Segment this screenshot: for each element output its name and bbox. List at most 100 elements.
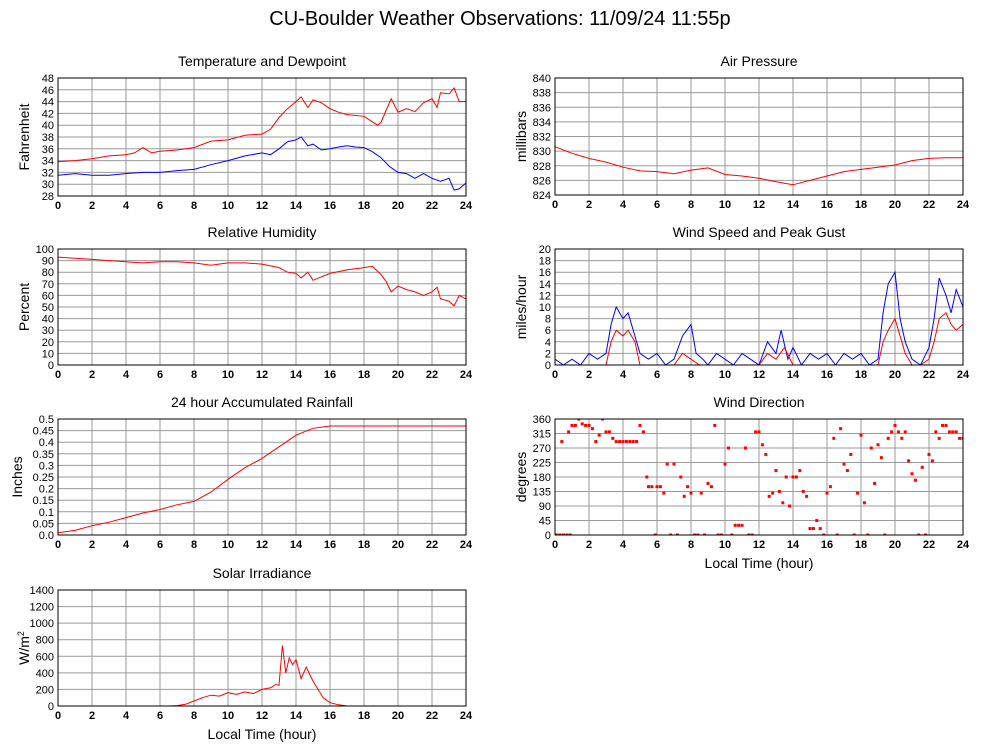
data-point — [757, 430, 761, 434]
data-point — [577, 419, 581, 421]
data-point — [635, 440, 639, 444]
y-tick-label: 0.3 — [39, 460, 54, 472]
data-point — [900, 436, 904, 440]
data-point — [692, 533, 696, 535]
x-tick-label: 18 — [358, 200, 370, 212]
data-point — [873, 481, 877, 485]
x-tick-label: 0 — [55, 200, 61, 212]
y-tick-label: 0.45 — [33, 426, 54, 438]
chart-title: 24 hour Accumulated Rainfall — [171, 394, 353, 410]
y-tick-label: 40 — [42, 314, 54, 326]
x-tick-label: 10 — [222, 369, 234, 381]
x-tick-label: 16 — [324, 710, 336, 722]
data-point — [845, 469, 849, 473]
x-tick-label: 6 — [157, 710, 163, 722]
data-point — [555, 533, 559, 535]
x-tick-label: 8 — [688, 199, 694, 211]
x-tick-label: 0 — [55, 710, 61, 722]
x-axis-label: Local Time (hour) — [705, 555, 814, 571]
data-point — [866, 533, 870, 535]
x-tick-label: 4 — [123, 539, 130, 551]
data-point — [886, 436, 890, 440]
x-tick-label: 10 — [222, 539, 234, 551]
x-tick-label: 2 — [586, 199, 592, 211]
data-point — [876, 443, 880, 447]
y-tick-label: 70 — [42, 279, 54, 291]
x-tick-label: 12 — [256, 369, 268, 381]
y-tick-label: 100 — [36, 244, 54, 256]
data-point — [944, 423, 948, 427]
series-line-0 — [555, 270, 963, 365]
x-tick-label: 6 — [654, 369, 660, 381]
data-point — [614, 440, 618, 444]
data-point — [565, 533, 569, 535]
data-point — [907, 459, 911, 463]
x-tick-label: 14 — [290, 369, 303, 381]
data-point — [618, 440, 622, 444]
data-point — [723, 462, 727, 466]
data-point — [760, 443, 764, 447]
data-point — [641, 430, 645, 434]
x-tick-label: 2 — [586, 539, 592, 551]
x-tick-label: 12 — [753, 199, 765, 211]
y-tick-label: 200 — [36, 684, 54, 696]
data-point — [951, 430, 955, 434]
series-line-0 — [58, 256, 466, 307]
y-tick-label: 60 — [42, 290, 54, 302]
x-tick-label: 22 — [426, 200, 438, 212]
data-point — [767, 494, 771, 498]
x-tick-label: 22 — [426, 710, 438, 722]
y-tick-label: 180 — [533, 472, 551, 484]
y-tick-label: 836 — [533, 102, 551, 114]
x-tick-label: 16 — [821, 199, 833, 211]
x-tick-label: 14 — [787, 369, 800, 381]
x-tick-label: 16 — [324, 539, 336, 551]
series-line-0 — [58, 425, 466, 534]
data-point — [699, 491, 703, 495]
y-tick-label: 36 — [42, 144, 54, 156]
x-tick-label: 4 — [620, 539, 627, 551]
x-tick-label: 12 — [256, 539, 268, 551]
data-point — [781, 501, 785, 505]
x-tick-label: 18 — [358, 369, 370, 381]
data-point — [835, 533, 839, 535]
data-point — [947, 430, 951, 434]
data-point — [941, 423, 945, 427]
data-point — [568, 533, 572, 535]
x-tick-label: 0 — [552, 539, 558, 551]
data-point — [638, 423, 642, 427]
data-point — [653, 533, 657, 535]
y-tick-label: 824 — [533, 190, 551, 202]
data-point — [650, 485, 654, 489]
x-tick-label: 24 — [460, 369, 473, 381]
y-tick-label: 0.15 — [33, 495, 54, 507]
y-axis-label: Fahrenheit — [16, 103, 32, 170]
x-tick-label: 22 — [426, 539, 438, 551]
data-point — [808, 527, 812, 531]
data-point — [954, 430, 958, 434]
y-tick-label: 0.05 — [33, 518, 54, 530]
y-tick-label: 8 — [545, 314, 551, 326]
x-tick-label: 22 — [923, 369, 935, 381]
data-point — [798, 469, 802, 473]
x-tick-label: 12 — [256, 710, 268, 722]
x-tick-label: 12 — [753, 539, 765, 551]
y-tick-label: 18 — [539, 256, 551, 268]
chart-title: Temperature and Dewpoint — [178, 53, 346, 69]
plot-frame — [57, 589, 467, 707]
plot-frame — [554, 77, 964, 196]
x-tick-label: 24 — [957, 199, 970, 211]
data-point — [682, 494, 686, 498]
data-point — [852, 533, 856, 535]
y-tick-label: 20 — [539, 244, 551, 256]
y-tick-label: 315 — [533, 429, 551, 441]
y-tick-label: 800 — [36, 635, 54, 647]
y-tick-label: 826 — [533, 175, 551, 187]
y-tick-label: 0.35 — [33, 449, 54, 461]
data-point — [696, 533, 700, 535]
y-tick-label: 0 — [48, 360, 54, 372]
y-axis-label: degrees — [513, 452, 529, 503]
data-point — [730, 533, 734, 535]
